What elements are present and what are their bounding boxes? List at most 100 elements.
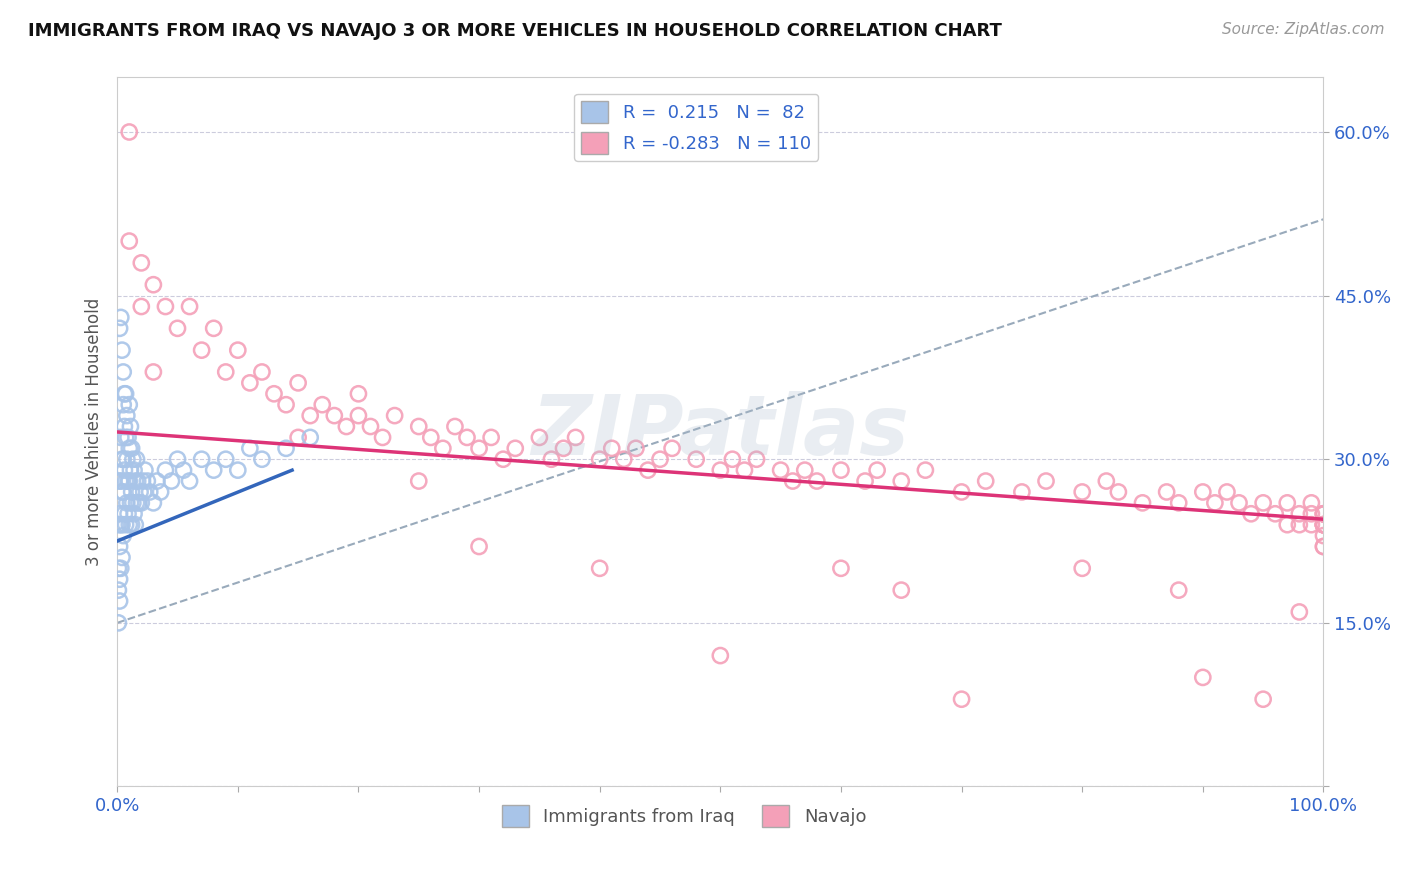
- Point: [456, 430, 478, 444]
- Point: [299, 409, 322, 423]
- Point: [1167, 583, 1189, 598]
- Point: [709, 648, 731, 663]
- Point: [114, 517, 136, 532]
- Point: [1312, 507, 1334, 521]
- Point: [166, 452, 188, 467]
- Point: [190, 452, 212, 467]
- Point: [117, 507, 139, 521]
- Point: [127, 474, 149, 488]
- Point: [142, 277, 165, 292]
- Point: [709, 463, 731, 477]
- Point: [117, 430, 139, 444]
- Point: [139, 485, 162, 500]
- Point: [1071, 485, 1094, 500]
- Point: [479, 430, 502, 444]
- Point: [1167, 496, 1189, 510]
- Point: [121, 485, 143, 500]
- Point: [624, 442, 647, 456]
- Point: [890, 583, 912, 598]
- Point: [1095, 474, 1118, 488]
- Point: [125, 452, 148, 467]
- Point: [1288, 517, 1310, 532]
- Point: [1277, 517, 1299, 532]
- Point: [108, 321, 131, 335]
- Point: [974, 474, 997, 488]
- Point: [107, 583, 129, 598]
- Point: [1216, 485, 1239, 500]
- Point: [1227, 496, 1250, 510]
- Point: [112, 452, 135, 467]
- Point: [287, 430, 309, 444]
- Point: [1312, 517, 1334, 532]
- Point: [129, 485, 152, 500]
- Point: [637, 463, 659, 477]
- Point: [160, 474, 183, 488]
- Point: [120, 463, 142, 477]
- Text: IMMIGRANTS FROM IRAQ VS NAVAJO 3 OR MORE VEHICLES IN HOUSEHOLD CORRELATION CHART: IMMIGRANTS FROM IRAQ VS NAVAJO 3 OR MORE…: [28, 22, 1002, 40]
- Point: [111, 550, 134, 565]
- Point: [114, 430, 136, 444]
- Point: [806, 474, 828, 488]
- Point: [830, 463, 852, 477]
- Point: [263, 386, 285, 401]
- Point: [142, 496, 165, 510]
- Point: [444, 419, 467, 434]
- Point: [131, 496, 153, 510]
- Point: [131, 474, 153, 488]
- Point: [950, 485, 973, 500]
- Point: [226, 463, 249, 477]
- Point: [112, 463, 135, 477]
- Point: [1288, 605, 1310, 619]
- Point: [1301, 507, 1323, 521]
- Point: [118, 125, 141, 139]
- Point: [745, 452, 768, 467]
- Point: [1312, 528, 1334, 542]
- Point: [540, 452, 562, 467]
- Point: [202, 463, 225, 477]
- Point: [124, 474, 146, 488]
- Point: [347, 386, 370, 401]
- Point: [122, 496, 145, 510]
- Point: [226, 343, 249, 358]
- Point: [112, 485, 135, 500]
- Point: [371, 430, 394, 444]
- Point: [661, 442, 683, 456]
- Point: [685, 452, 707, 467]
- Point: [122, 507, 145, 521]
- Point: [1071, 561, 1094, 575]
- Point: [117, 474, 139, 488]
- Point: [648, 452, 671, 467]
- Point: [108, 594, 131, 608]
- Point: [118, 234, 141, 248]
- Point: [149, 485, 172, 500]
- Point: [1277, 496, 1299, 510]
- Point: [408, 419, 430, 434]
- Point: [782, 474, 804, 488]
- Point: [108, 474, 131, 488]
- Point: [118, 474, 141, 488]
- Point: [600, 442, 623, 456]
- Point: [1204, 496, 1226, 510]
- Point: [146, 474, 169, 488]
- Point: [120, 419, 142, 434]
- Point: [299, 430, 322, 444]
- Point: [108, 540, 131, 554]
- Point: [360, 419, 382, 434]
- Point: [1312, 517, 1334, 532]
- Point: [1301, 517, 1323, 532]
- Point: [142, 365, 165, 379]
- Point: [179, 300, 201, 314]
- Point: [107, 517, 129, 532]
- Point: [274, 398, 297, 412]
- Point: [408, 474, 430, 488]
- Point: [115, 452, 138, 467]
- Point: [1264, 507, 1286, 521]
- Text: Source: ZipAtlas.com: Source: ZipAtlas.com: [1222, 22, 1385, 37]
- Point: [110, 474, 132, 488]
- Point: [1107, 485, 1129, 500]
- Point: [110, 310, 132, 325]
- Point: [733, 463, 755, 477]
- Point: [115, 409, 138, 423]
- Point: [853, 474, 876, 488]
- Point: [110, 561, 132, 575]
